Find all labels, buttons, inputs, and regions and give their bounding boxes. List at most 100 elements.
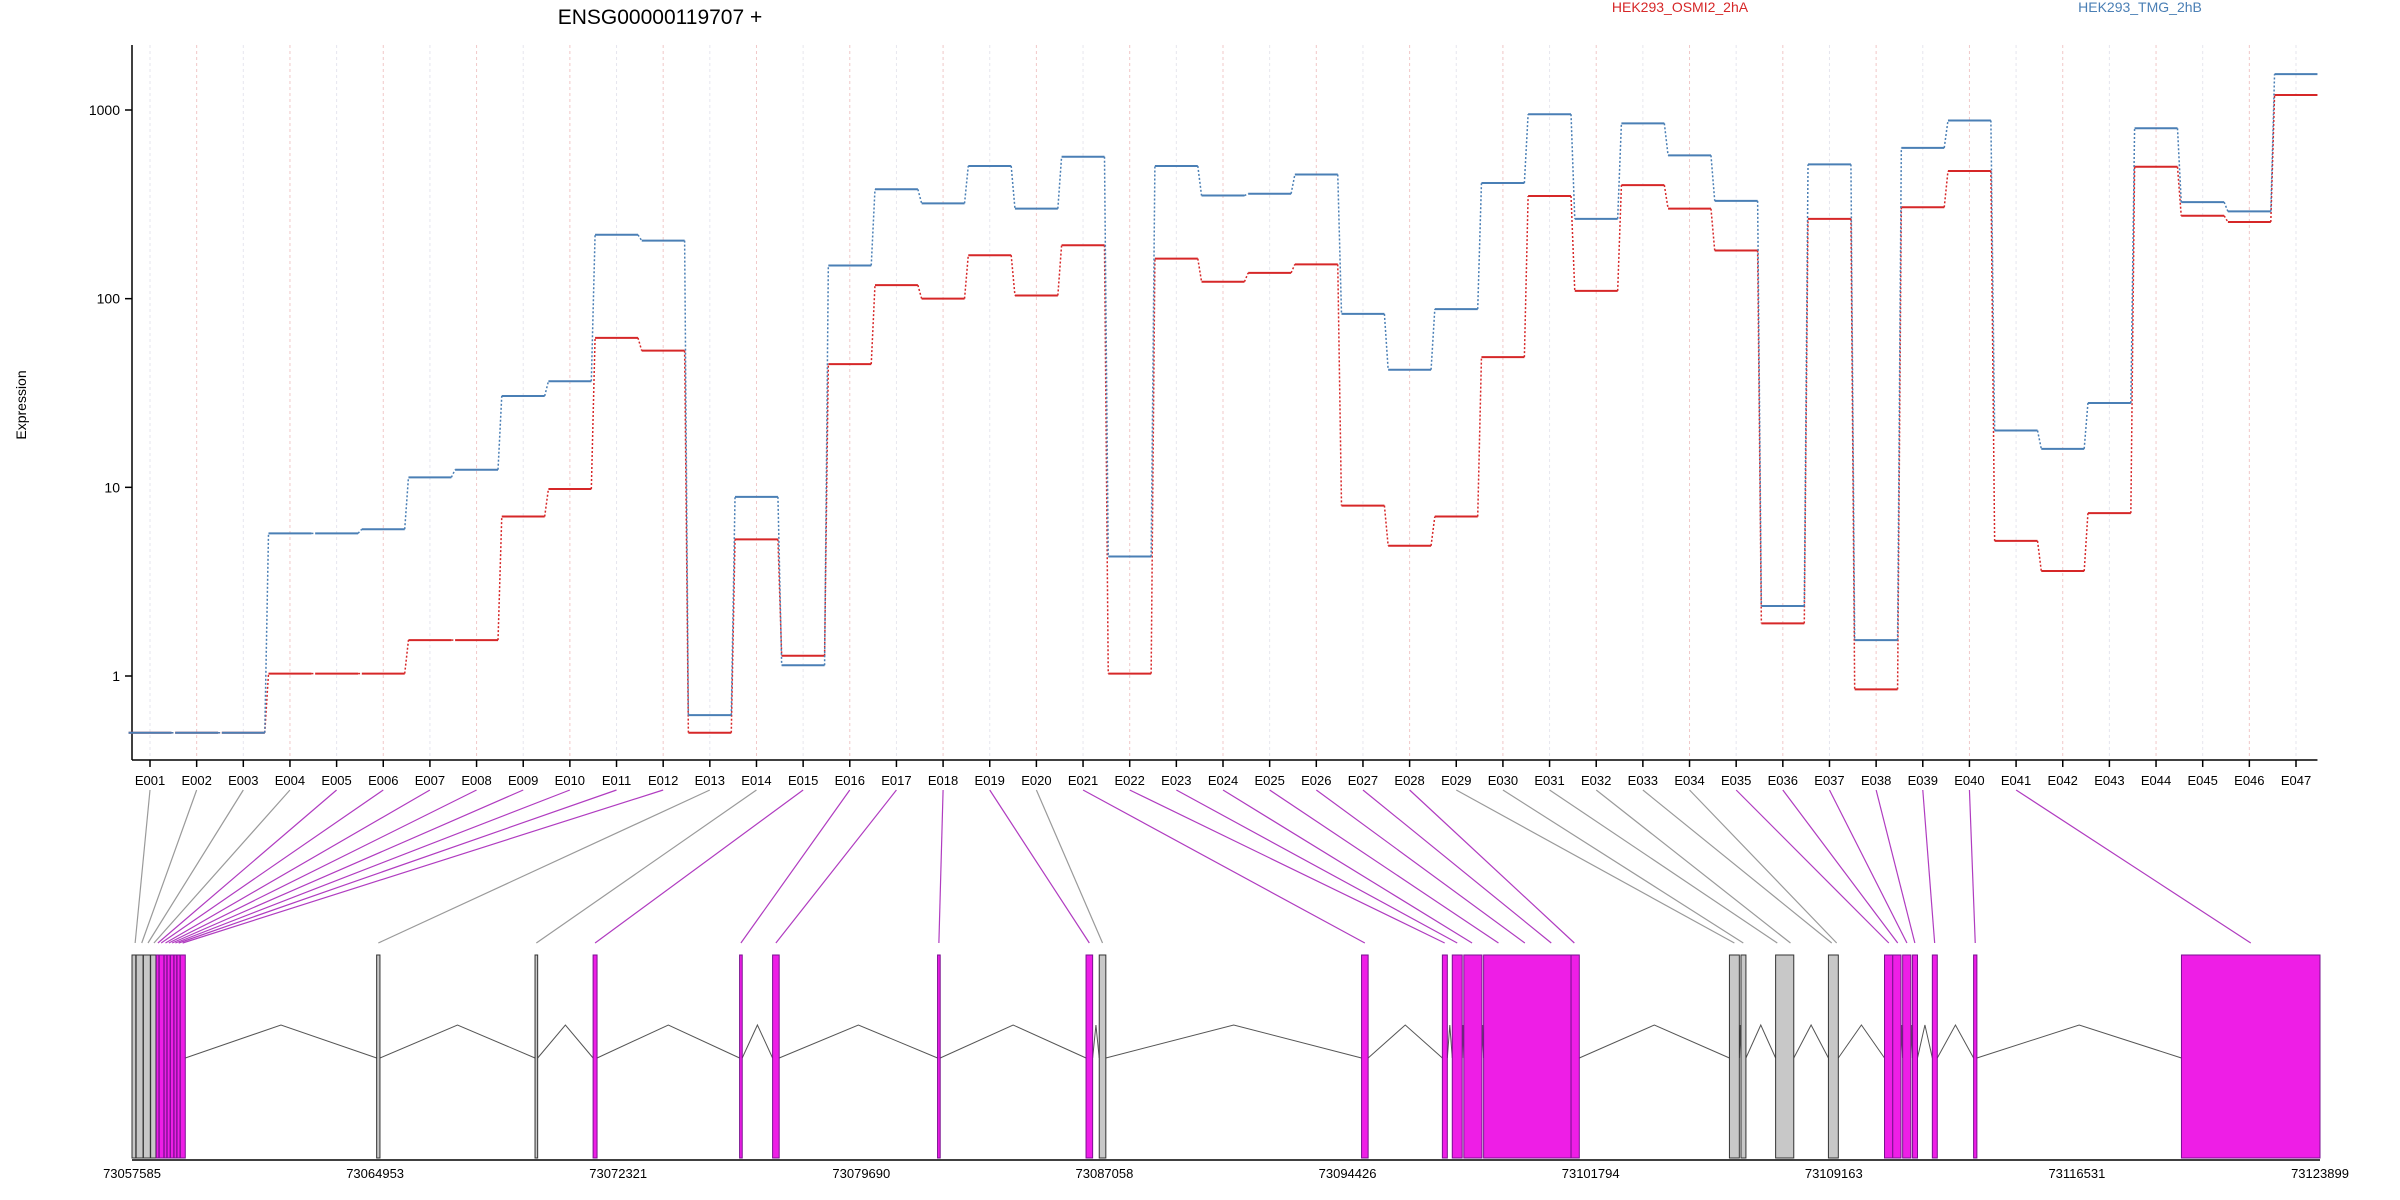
legend-entry-series-2: HEK293_TMG_2hB (2078, 0, 2202, 15)
x-tick-label: E044 (2141, 773, 2171, 788)
series-connector (1197, 258, 1203, 282)
series-connector (1337, 264, 1343, 506)
intron-line (778, 1024, 938, 1059)
x-tick-label: E033 (1628, 773, 1658, 788)
series-1 (128, 94, 2318, 734)
x-tick-label: E001 (135, 773, 165, 788)
exon-link (536, 789, 757, 944)
x-tick-label: E004 (275, 773, 305, 788)
exon-link (1549, 789, 1778, 944)
x-tick-label: E003 (228, 773, 258, 788)
exon-box (1775, 954, 1795, 1159)
exon-box (1441, 954, 1448, 1159)
exon-box (150, 954, 157, 1159)
exon-link (175, 789, 571, 944)
series-connector (1290, 174, 1296, 194)
series-connector (1057, 245, 1063, 296)
exon-box (534, 954, 539, 1159)
intron-line (1936, 1023, 1975, 1059)
exon-link (1782, 789, 1899, 944)
x-tick-label: E015 (788, 773, 818, 788)
intron-line (1837, 1024, 1885, 1059)
series-connector (1103, 156, 1109, 557)
series-connector (1290, 264, 1296, 274)
series-connector (1244, 193, 1249, 197)
x-tick-label: E007 (415, 773, 445, 788)
series-connector (823, 265, 830, 666)
exon-link (165, 789, 431, 944)
series-connector (1476, 183, 1483, 310)
exon-box (142, 954, 151, 1159)
exon-box (173, 954, 178, 1159)
series-connector (1337, 174, 1343, 314)
series-connector (2130, 128, 2136, 403)
intron-line (1976, 1024, 2182, 1059)
coord-tick-label: 73087058 (1076, 1166, 1134, 1181)
series-connector (1523, 114, 1529, 184)
series-connector (543, 488, 550, 517)
exon-link (1176, 789, 1458, 944)
x-tick-label: E026 (1301, 773, 1331, 788)
exon-box (1085, 954, 1094, 1159)
series-connector (777, 496, 783, 666)
series-connector (917, 189, 923, 204)
exon-link (594, 789, 804, 944)
intron-line (741, 1023, 774, 1059)
series-connector (2270, 95, 2276, 222)
coord-tick-label: 73101794 (1562, 1166, 1620, 1181)
series-connector (2176, 166, 2182, 216)
exon-link (1269, 789, 1499, 944)
series-connector (2083, 513, 2089, 572)
x-tick-label: E038 (1861, 773, 1891, 788)
exon-link (1968, 789, 1976, 944)
series-connector (2223, 201, 2229, 212)
coord-tick-label: 73079690 (832, 1166, 890, 1181)
exon-link (157, 789, 337, 944)
exon-link (153, 789, 291, 944)
exon-link (1689, 789, 1838, 944)
x-tick-label: E016 (835, 773, 865, 788)
series-connector (590, 234, 596, 382)
x-tick-label: E002 (181, 773, 211, 788)
exon-box (1892, 954, 1902, 1159)
series-connector (1710, 155, 1716, 201)
x-tick-label: E036 (1768, 773, 1798, 788)
y-tick-label: 10 (104, 479, 120, 495)
exon-box (1973, 954, 1978, 1159)
series-connector (264, 533, 270, 733)
series-connector (963, 165, 970, 204)
exon-box (1912, 954, 1918, 1159)
exon-link (1082, 789, 1366, 944)
series-connector (403, 477, 410, 530)
x-tick-label: E019 (975, 773, 1005, 788)
series-connector (2036, 430, 2043, 449)
exon-link (1502, 789, 1744, 944)
exon-link (1315, 789, 1526, 944)
x-tick-label: E039 (1908, 773, 1938, 788)
x-tick-label: E020 (1021, 773, 1051, 788)
x-tick-label: E046 (2234, 773, 2264, 788)
intron-line (596, 1024, 740, 1059)
x-tick-label: E031 (1534, 773, 1564, 788)
series-connector (730, 539, 736, 733)
series-connector (1150, 165, 1156, 557)
exon-box (1902, 954, 1912, 1159)
series-connector (1616, 185, 1623, 291)
genomic-coordinate-axis: 73057585 73064953 73072321 73079690 73087058… (103, 1159, 2349, 1181)
series-connector (870, 285, 876, 365)
series-connector (1103, 245, 1109, 674)
exon-box (772, 954, 780, 1159)
exon-link (1642, 789, 1833, 944)
legend-entry-series-1: HEK293_OSMI2_2hA (1612, 0, 1749, 15)
x-tick-label: E034 (1674, 773, 1704, 788)
series-2 (128, 73, 2318, 734)
y-tick-label: 1000 (89, 102, 120, 118)
series-connector (1523, 196, 1529, 358)
x-tick-label: E028 (1394, 773, 1424, 788)
coord-tick-label: 73116531 (2048, 1166, 2105, 1181)
exon-box (163, 954, 168, 1159)
exon-box (1740, 954, 1747, 1159)
exon-link (1129, 789, 1445, 944)
exon-box (1931, 954, 1938, 1159)
x-tick-label: E018 (928, 773, 958, 788)
